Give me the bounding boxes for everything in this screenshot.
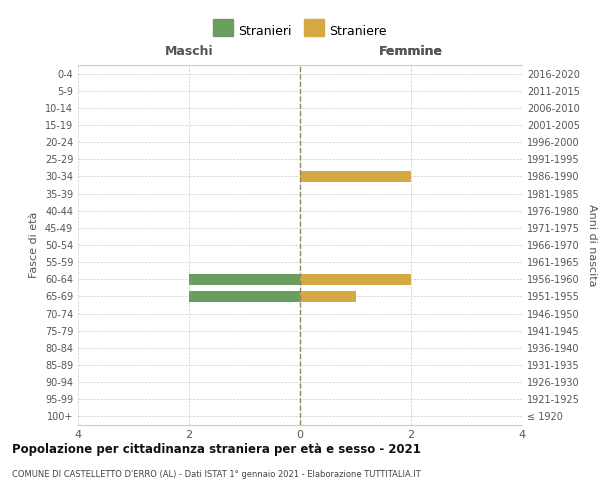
Y-axis label: Anni di nascita: Anni di nascita xyxy=(587,204,596,286)
Text: Maschi: Maschi xyxy=(164,45,214,58)
Text: Popolazione per cittadinanza straniera per età e sesso - 2021: Popolazione per cittadinanza straniera p… xyxy=(12,442,421,456)
Bar xyxy=(189,274,300,285)
Legend: Stranieri, Straniere: Stranieri, Straniere xyxy=(209,21,391,42)
Bar xyxy=(300,171,411,182)
Text: Femmine: Femmine xyxy=(379,45,443,58)
Bar xyxy=(300,274,411,285)
Y-axis label: Fasce di età: Fasce di età xyxy=(29,212,39,278)
Text: COMUNE DI CASTELLETTO D'ERRO (AL) - Dati ISTAT 1° gennaio 2021 - Elaborazione TU: COMUNE DI CASTELLETTO D'ERRO (AL) - Dati… xyxy=(12,470,421,479)
Bar xyxy=(189,291,300,302)
Bar xyxy=(300,291,356,302)
Text: Femmine: Femmine xyxy=(379,45,443,58)
